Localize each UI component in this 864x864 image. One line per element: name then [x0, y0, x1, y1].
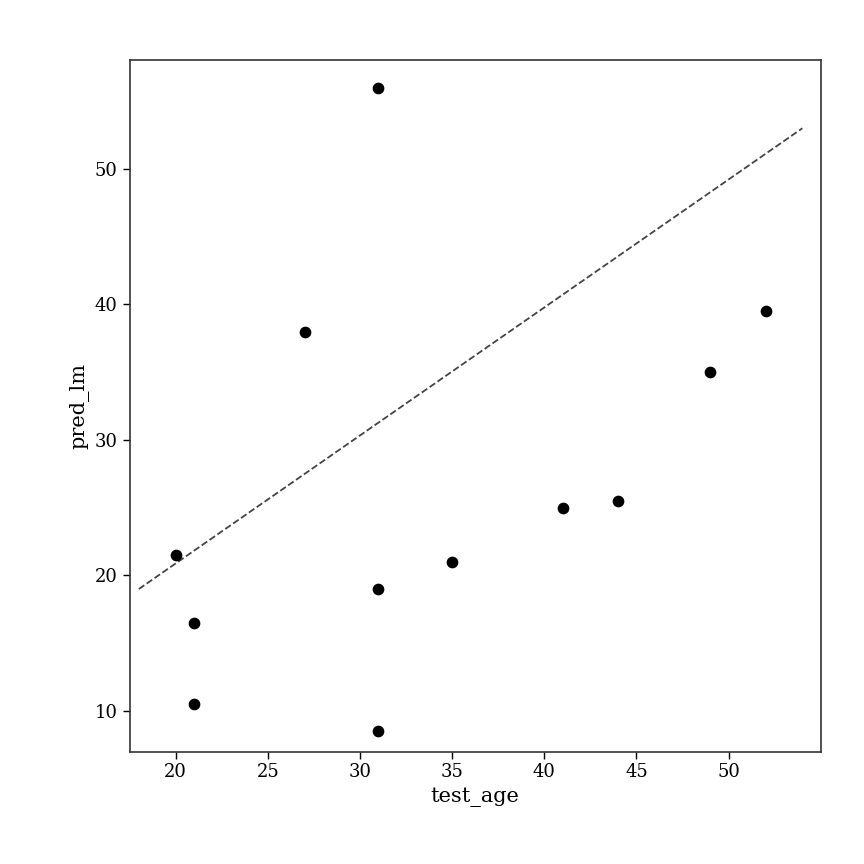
- Point: [556, 501, 569, 515]
- Point: [372, 80, 385, 94]
- Y-axis label: pred_lm: pred_lm: [69, 363, 89, 449]
- Point: [168, 549, 182, 562]
- Point: [298, 325, 312, 339]
- Point: [759, 304, 772, 318]
- X-axis label: test_age: test_age: [431, 787, 519, 806]
- Point: [187, 697, 201, 711]
- Point: [703, 365, 717, 379]
- Point: [445, 555, 459, 569]
- Point: [611, 494, 625, 508]
- Point: [187, 616, 201, 630]
- Point: [372, 582, 385, 596]
- Point: [372, 724, 385, 738]
